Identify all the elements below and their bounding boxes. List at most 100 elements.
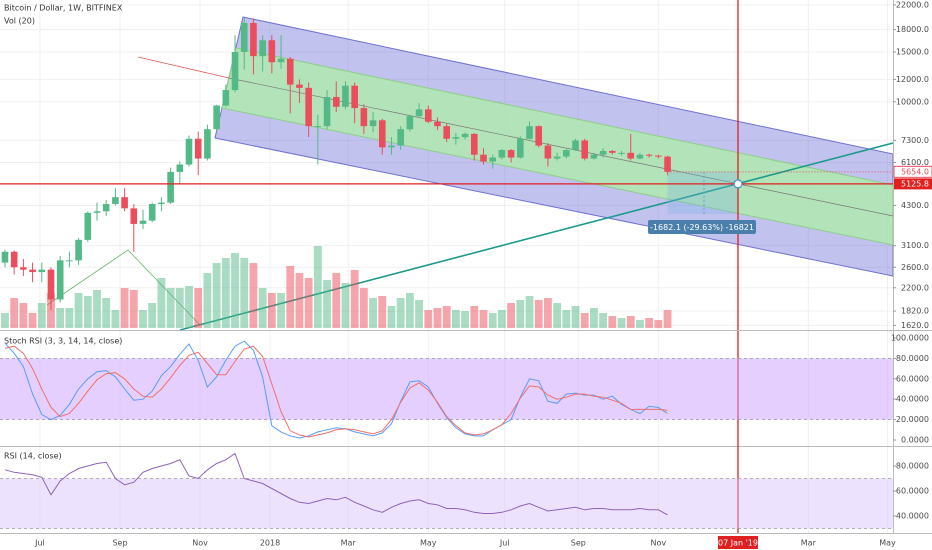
candle-body <box>535 126 543 146</box>
candle-body <box>581 140 589 159</box>
candle-body <box>194 138 202 159</box>
candle-body <box>268 40 276 63</box>
candle-body <box>323 96 331 127</box>
volume-bar <box>74 293 83 328</box>
volume-bar <box>148 303 157 328</box>
volume-bar <box>525 296 534 328</box>
y-tick-label: 6100.0 <box>901 158 929 167</box>
chart-title: Bitcoin / Dollar, 1W, BITFINEX <box>4 4 123 13</box>
y-tick-label: 0.0000 <box>901 436 929 445</box>
candle-body <box>415 109 423 117</box>
candle-body <box>507 150 515 158</box>
volume-bar <box>580 313 589 328</box>
candle-body <box>38 269 46 273</box>
volume-bar <box>562 310 571 328</box>
candle-body <box>369 120 377 127</box>
cursor-date-box <box>718 536 758 549</box>
volume-bar <box>516 300 525 328</box>
candle-body <box>655 155 662 157</box>
y-tick-label: 18000.0 <box>896 25 929 34</box>
volume-bar <box>65 308 74 328</box>
candle-body <box>47 269 55 300</box>
rsi-title: RSI (14, close) <box>4 452 62 461</box>
volume-bar <box>28 313 37 328</box>
candle-body <box>517 138 524 158</box>
volume-bar <box>396 298 405 328</box>
volume-bar <box>240 258 249 328</box>
measure-label-box <box>648 220 756 234</box>
y-tick-label: 3100.0 <box>901 241 929 250</box>
x-tick-label: Sep <box>112 539 127 548</box>
volume-bar <box>304 278 313 328</box>
volume-bar <box>415 300 423 328</box>
candle-body <box>664 156 671 172</box>
candle-body <box>563 150 570 157</box>
candle-body <box>406 116 414 130</box>
candle-body <box>250 22 257 57</box>
candle-body <box>20 267 27 270</box>
candle-body <box>498 150 506 158</box>
cursor-price-label: 5125.8 <box>901 179 929 188</box>
volume-bar <box>139 310 147 328</box>
candle-body <box>29 269 36 273</box>
candle-body <box>185 138 193 165</box>
volume-bar <box>369 298 377 328</box>
volume-bar <box>212 263 221 328</box>
candle-body <box>480 154 487 162</box>
red-line <box>137 56 230 79</box>
candle-body <box>167 171 174 203</box>
y-tick-label: 1620.0 <box>901 321 929 330</box>
volume-bar <box>129 290 138 328</box>
volume-bar <box>295 273 304 328</box>
candle-body <box>296 84 303 88</box>
candle-body <box>443 126 450 139</box>
candle-body <box>84 212 92 240</box>
candle-body <box>112 197 119 205</box>
candle-body <box>424 109 432 122</box>
y-tick-label: 22000.0 <box>896 0 929 9</box>
volume-bar <box>387 306 396 328</box>
volume-title: Vol (20) <box>4 17 35 26</box>
y-tick-label: 4300.0 <box>901 201 929 210</box>
x-tick-label: May <box>879 539 896 548</box>
volume-bar <box>636 320 644 328</box>
volume-bar <box>47 293 55 328</box>
y-tick-label: 40.0000 <box>896 512 929 521</box>
volume-bar <box>654 320 663 328</box>
indicator-line <box>4 345 668 438</box>
volume-bar <box>590 308 598 328</box>
y-tick-label: 1820.0 <box>901 307 929 316</box>
x-tick-label: Nov <box>192 539 208 548</box>
measure-label: -1682.1 (-29.63%) -16821 <box>650 223 754 232</box>
candle-body <box>231 51 239 91</box>
candle-body <box>434 121 441 127</box>
y-tick-label: 60.0000 <box>896 374 929 383</box>
volume-bar <box>350 270 359 328</box>
candle-body <box>636 154 644 159</box>
candle-body <box>470 133 478 155</box>
channel-center <box>228 77 894 217</box>
volume-bar <box>10 298 19 328</box>
candle-body <box>158 202 165 205</box>
x-tick-label: Nov <box>651 539 667 548</box>
cursor-date: 07 Jan '19 <box>718 539 758 548</box>
x-tick-label: 2018 <box>260 539 280 548</box>
y-tick-label: 7300.0 <box>901 136 929 145</box>
volume-bar <box>617 318 626 328</box>
volume-bar <box>323 280 331 328</box>
candle-body <box>489 157 496 162</box>
volume-bar <box>553 303 562 328</box>
candle-body <box>397 129 404 146</box>
volume-bar <box>56 308 65 328</box>
y-tick-label: 80.0000 <box>896 354 929 363</box>
volume-bar <box>111 310 120 328</box>
candle-body <box>618 152 625 154</box>
candle-body <box>204 129 211 159</box>
candle-body <box>526 126 533 139</box>
candle-body <box>609 150 616 153</box>
y-tick-label: 100.0000 <box>891 333 929 342</box>
candle-body <box>56 260 64 300</box>
volume-bar <box>461 311 469 328</box>
candle-body <box>342 85 349 107</box>
y-tick-label: 12000.0 <box>896 75 929 84</box>
